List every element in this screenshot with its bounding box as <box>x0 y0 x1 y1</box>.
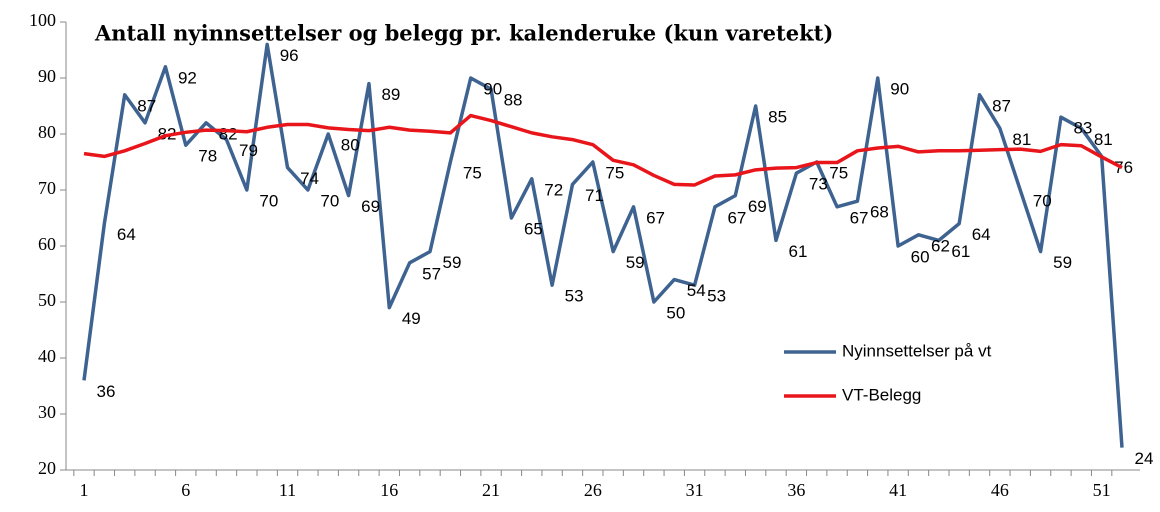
data-label: 90 <box>890 79 909 98</box>
chart-title: Antall nyinnsettelser og belegg pr. kale… <box>94 21 833 46</box>
data-label: 61 <box>789 242 808 261</box>
x-tick-label: 46 <box>991 480 1009 500</box>
data-label: 79 <box>239 141 258 160</box>
data-label: 81 <box>1012 130 1031 149</box>
data-label: 75 <box>829 163 848 182</box>
data-label: 87 <box>137 96 156 115</box>
data-label: 59 <box>626 253 645 272</box>
data-label: 53 <box>707 287 726 306</box>
data-label: 49 <box>402 309 421 328</box>
y-tick-label: 40 <box>38 346 56 366</box>
data-label: 83 <box>1073 119 1092 138</box>
y-tick-label: 90 <box>38 66 56 86</box>
data-label: 69 <box>748 197 767 216</box>
data-label: 70 <box>320 191 339 210</box>
data-label: 90 <box>483 79 502 98</box>
data-label: 96 <box>280 46 299 65</box>
data-label: 71 <box>585 186 604 205</box>
data-label: 72 <box>544 180 563 199</box>
y-tick-label: 70 <box>38 178 56 198</box>
data-label: 80 <box>341 135 360 154</box>
x-tick-label: 1 <box>80 480 89 500</box>
x-tick-label: 26 <box>584 480 602 500</box>
data-label: 54 <box>687 281 706 300</box>
y-tick-label: 100 <box>29 10 56 30</box>
x-tick-label: 11 <box>279 480 296 500</box>
x-tick-label: 41 <box>889 480 907 500</box>
data-label: 73 <box>809 175 828 194</box>
legend-label: Nyinnsettelser på vt <box>842 341 992 360</box>
data-label: 89 <box>381 85 400 104</box>
data-label: 53 <box>565 287 584 306</box>
y-tick-label: 20 <box>38 458 56 478</box>
data-label: 62 <box>931 236 950 255</box>
data-label: 78 <box>198 147 217 166</box>
x-tick-label: 51 <box>1093 480 1111 500</box>
data-label: 87 <box>992 96 1011 115</box>
data-label: 57 <box>422 264 441 283</box>
data-line <box>82 42 1124 448</box>
data-label: 64 <box>972 225 991 244</box>
data-label: 67 <box>727 208 746 227</box>
data-label: 69 <box>361 197 380 216</box>
legend-label: VT-Belegg <box>842 385 921 404</box>
data-label: 70 <box>1033 191 1052 210</box>
y-tick-label: 50 <box>38 290 56 310</box>
y-tick-label: 30 <box>38 402 56 422</box>
data-label: 67 <box>646 208 665 227</box>
data-label: 36 <box>97 382 116 401</box>
data-label: 75 <box>463 163 482 182</box>
data-label: 75 <box>605 163 624 182</box>
data-label: 68 <box>870 203 889 222</box>
data-label: 92 <box>178 68 197 87</box>
data-label: 85 <box>768 107 787 126</box>
x-tick-label: 31 <box>686 480 704 500</box>
x-tick-label: 16 <box>380 480 398 500</box>
data-label: 76 <box>1114 158 1133 177</box>
data-label: 74 <box>300 169 319 188</box>
data-label: 60 <box>911 247 930 266</box>
x-tick-label: 36 <box>787 480 805 500</box>
x-tick-label: 21 <box>482 480 500 500</box>
data-label: 59 <box>1053 253 1072 272</box>
data-line <box>83 113 1123 187</box>
data-label: 24 <box>1135 449 1154 468</box>
data-label: 65 <box>524 219 543 238</box>
data-label: 82 <box>219 124 238 143</box>
x-tick-label: 6 <box>181 480 190 500</box>
data-label: 59 <box>443 253 462 272</box>
y-tick-label: 80 <box>38 122 56 142</box>
data-label: 50 <box>666 303 685 322</box>
data-label: 88 <box>504 91 523 110</box>
data-label: 64 <box>117 225 136 244</box>
data-label: 61 <box>951 242 970 261</box>
data-label: 70 <box>259 191 278 210</box>
data-label: 81 <box>1094 130 1113 149</box>
y-tick-label: 60 <box>38 234 56 254</box>
data-label: 67 <box>850 208 869 227</box>
